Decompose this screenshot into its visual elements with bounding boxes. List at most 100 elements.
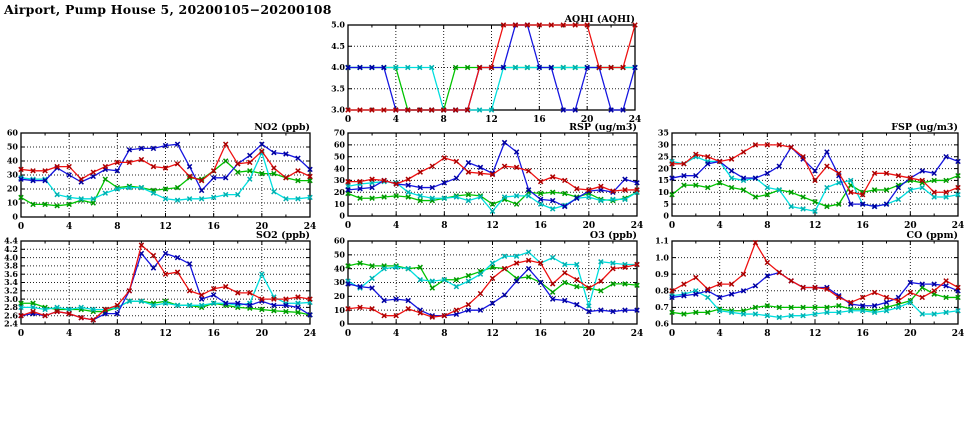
- svg-text:1.1: 1.1: [655, 236, 669, 246]
- svg-text:40: 40: [334, 263, 346, 273]
- svg-text:50: 50: [334, 151, 346, 161]
- svg-text:4: 4: [717, 329, 723, 339]
- svg-text:AQHI (AQHI): AQHI (AQHI): [564, 14, 635, 25]
- svg-text:8: 8: [114, 329, 120, 339]
- svg-text:25: 25: [658, 151, 669, 161]
- svg-text:12: 12: [485, 115, 498, 125]
- chart-fsp: 0 5 10 15 20 25 30 35 0 4 8 12 16 20 24 FSP (ug/m3): [644, 120, 967, 239]
- svg-text:0: 0: [339, 319, 345, 329]
- svg-text:2.6: 2.6: [4, 310, 18, 320]
- svg-text:24: 24: [631, 221, 644, 231]
- svg-text:30: 30: [658, 140, 670, 150]
- svg-text:NO2 (ppb): NO2 (ppb): [254, 122, 310, 133]
- svg-text:FSP (ug/m3): FSP (ug/m3): [891, 122, 958, 133]
- page-title: Airport, Pump House 5, 20200105−20200108: [4, 2, 332, 17]
- svg-text:0: 0: [345, 329, 351, 339]
- svg-text:8: 8: [441, 329, 447, 339]
- svg-text:30: 30: [334, 277, 346, 287]
- svg-text:24: 24: [304, 222, 317, 232]
- svg-text:30: 30: [334, 175, 346, 185]
- svg-text:4: 4: [66, 222, 72, 232]
- svg-text:10: 10: [7, 198, 19, 208]
- chart-o3: 0 10 20 30 40 50 60 0 4 8 12 16 20 24 O3 (ppb): [320, 228, 646, 347]
- svg-text:10: 10: [658, 187, 670, 197]
- svg-text:35: 35: [658, 128, 669, 138]
- svg-text:20: 20: [581, 115, 594, 125]
- svg-text:50: 50: [334, 250, 346, 260]
- svg-text:3.4: 3.4: [4, 277, 18, 287]
- svg-text:0: 0: [12, 212, 18, 222]
- svg-text:4: 4: [393, 221, 399, 231]
- svg-text:70: 70: [334, 128, 346, 138]
- svg-text:16: 16: [534, 221, 547, 231]
- svg-text:4.4: 4.4: [4, 236, 18, 246]
- svg-text:4.5: 4.5: [331, 41, 345, 51]
- svg-text:3.2: 3.2: [4, 286, 18, 296]
- svg-text:16: 16: [533, 115, 546, 125]
- svg-text:12: 12: [159, 329, 172, 339]
- svg-text:3.0: 3.0: [331, 105, 345, 115]
- svg-text:20: 20: [583, 221, 596, 231]
- svg-text:20: 20: [256, 222, 269, 232]
- svg-text:30: 30: [7, 170, 19, 180]
- svg-text:20: 20: [334, 291, 346, 301]
- svg-text:20: 20: [334, 187, 346, 197]
- svg-text:0: 0: [339, 211, 345, 221]
- svg-text:8: 8: [114, 222, 120, 232]
- svg-text:16: 16: [856, 329, 869, 339]
- svg-text:0: 0: [18, 222, 24, 232]
- svg-text:16: 16: [207, 329, 220, 339]
- svg-text:60: 60: [334, 236, 346, 246]
- svg-text:4.2: 4.2: [4, 244, 18, 254]
- svg-text:60: 60: [334, 140, 346, 150]
- svg-text:10: 10: [334, 305, 346, 315]
- svg-text:0: 0: [669, 329, 675, 339]
- svg-text:0.6: 0.6: [655, 319, 669, 329]
- svg-text:24: 24: [629, 115, 642, 125]
- svg-text:CO (ppm): CO (ppm): [907, 230, 958, 241]
- svg-text:3.8: 3.8: [4, 261, 18, 271]
- svg-text:4: 4: [393, 115, 399, 125]
- chart-aqhi: 3.0 3.5 4.0 4.5 5.0 0 4 8 12 16 20 24 AQHI (AQHI): [320, 12, 644, 133]
- svg-text:3.5: 3.5: [331, 83, 345, 93]
- svg-text:12: 12: [159, 222, 172, 232]
- svg-text:3.6: 3.6: [4, 269, 18, 279]
- svg-text:12: 12: [486, 329, 499, 339]
- svg-text:40: 40: [334, 163, 346, 173]
- svg-text:4: 4: [66, 329, 72, 339]
- svg-text:8: 8: [764, 221, 770, 231]
- svg-text:20: 20: [904, 221, 917, 231]
- svg-text:24: 24: [304, 329, 317, 339]
- svg-text:50: 50: [7, 142, 19, 152]
- svg-text:20: 20: [7, 184, 19, 194]
- svg-text:15: 15: [658, 175, 669, 185]
- svg-text:20: 20: [658, 163, 670, 173]
- svg-text:8: 8: [441, 221, 447, 231]
- svg-text:8: 8: [441, 115, 447, 125]
- svg-text:SO2 (ppb): SO2 (ppb): [256, 230, 310, 241]
- chart-no2: 0 10 20 30 40 50 60 0 4 8 12 16 20 24 NO2 (ppb): [0, 120, 319, 240]
- svg-text:12: 12: [486, 221, 499, 231]
- svg-text:10: 10: [334, 199, 346, 209]
- svg-text:0.8: 0.8: [655, 286, 669, 296]
- svg-text:4: 4: [393, 329, 399, 339]
- svg-text:5: 5: [663, 199, 669, 209]
- svg-text:12: 12: [809, 329, 822, 339]
- svg-text:24: 24: [952, 221, 965, 231]
- chart-so2: 2.4 2.6 2.8 3.0 3.2 3.4 3.6 3.8 4.0 4.2 4.4 0 4 8 12 16…: [0, 228, 319, 347]
- svg-text:24: 24: [952, 329, 965, 339]
- svg-text:3.0: 3.0: [4, 294, 18, 304]
- svg-text:0.7: 0.7: [655, 302, 669, 312]
- chart-co: 0.6 0.7 0.8 0.9 1.0 1.1 0 4 8 12 16 20 24 CO (ppm): [644, 228, 967, 347]
- svg-text:16: 16: [534, 329, 547, 339]
- svg-text:20: 20: [256, 329, 269, 339]
- svg-text:24: 24: [631, 329, 644, 339]
- chart-rsp: 0 10 20 30 40 50 60 70 0 4 8 12 16 20 24 RSP (ug/m3): [320, 120, 646, 239]
- svg-text:0: 0: [345, 221, 351, 231]
- svg-text:16: 16: [207, 222, 220, 232]
- svg-text:4.0: 4.0: [331, 62, 345, 72]
- svg-text:5.0: 5.0: [331, 20, 345, 30]
- svg-text:RSP (ug/m3): RSP (ug/m3): [569, 122, 637, 133]
- svg-text:8: 8: [764, 329, 770, 339]
- svg-text:1.0: 1.0: [655, 252, 669, 262]
